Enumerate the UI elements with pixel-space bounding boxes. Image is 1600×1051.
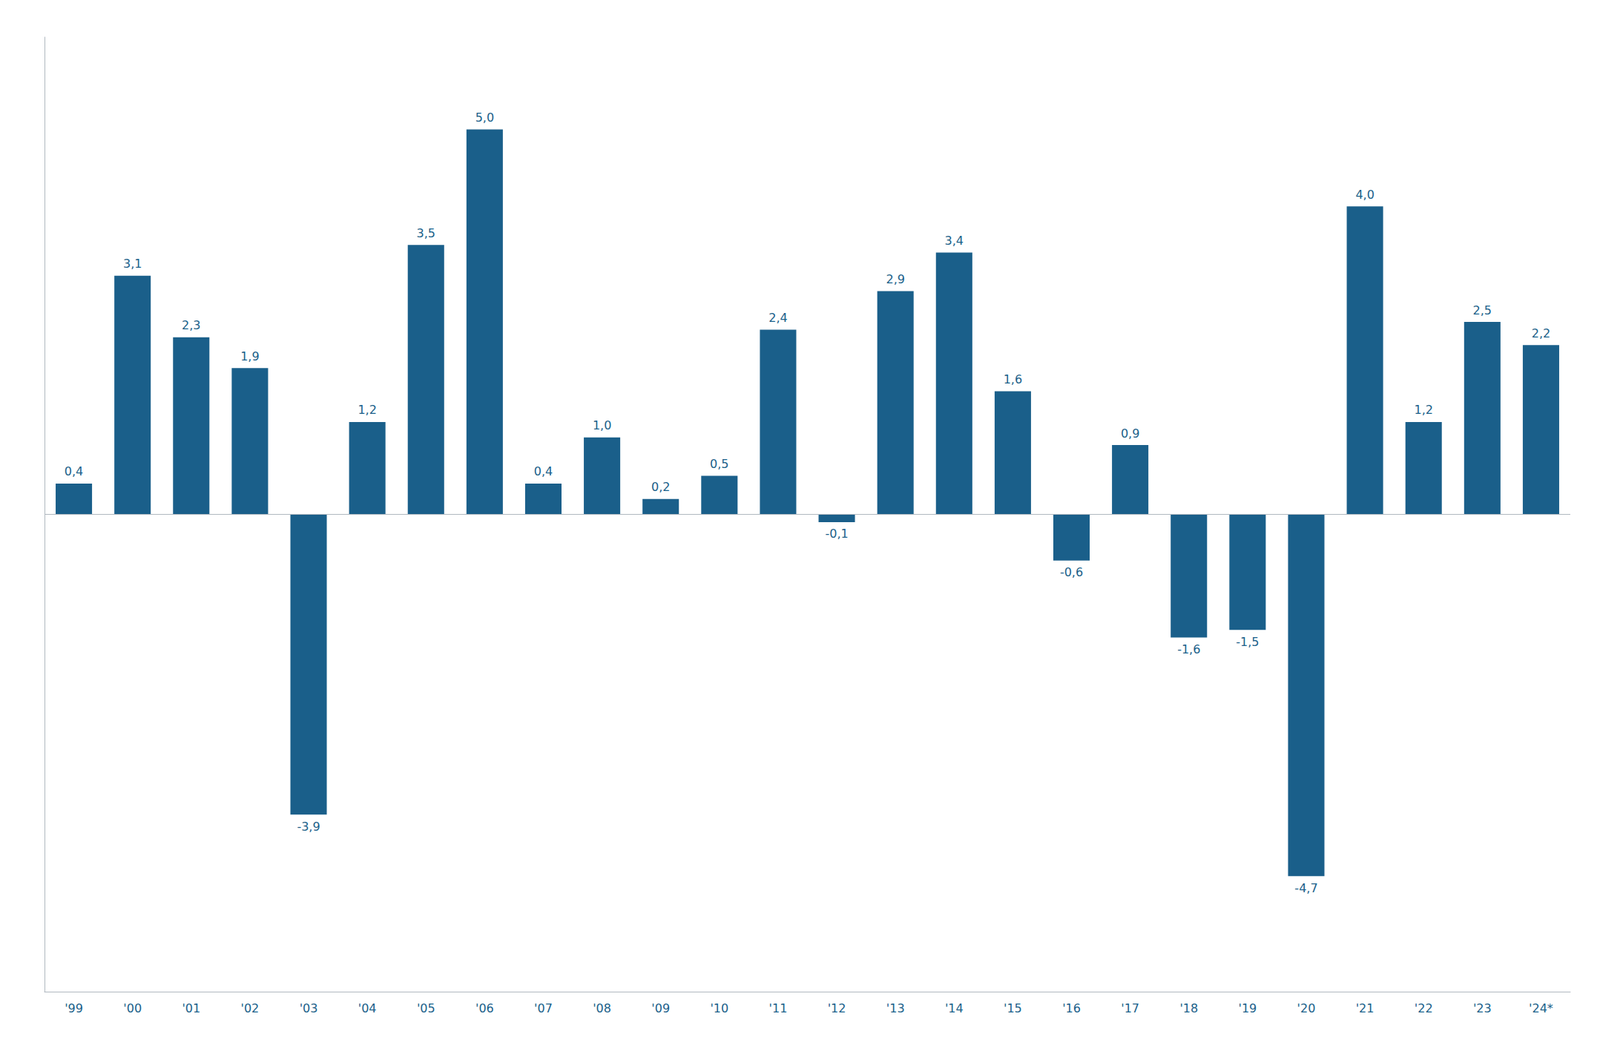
svg-text:'07: '07 — [534, 1001, 553, 1016]
svg-text:0,9: 0,9 — [1120, 426, 1140, 441]
svg-text:-1,6: -1,6 — [1177, 642, 1201, 657]
svg-text:'16: '16 — [1062, 1001, 1081, 1016]
svg-text:'13: '13 — [886, 1001, 905, 1016]
svg-text:'08: '08 — [592, 1001, 612, 1016]
svg-text:2,2: 2,2 — [1531, 326, 1551, 341]
svg-text:'18: '18 — [1179, 1001, 1198, 1016]
svg-text:'05: '05 — [416, 1001, 436, 1016]
svg-text:-3,9: -3,9 — [296, 819, 320, 834]
svg-text:3,5: 3,5 — [416, 226, 436, 241]
svg-text:2,3: 2,3 — [181, 318, 201, 333]
svg-text:1,2: 1,2 — [357, 402, 377, 417]
svg-text:'01: '01 — [181, 1001, 201, 1016]
svg-text:'15: '15 — [1003, 1001, 1023, 1016]
svg-text:'12: '12 — [827, 1001, 847, 1016]
svg-text:'23: '23 — [1473, 1001, 1492, 1016]
svg-text:2,5: 2,5 — [1473, 303, 1492, 318]
svg-text:3,4: 3,4 — [945, 233, 964, 248]
svg-text:2,9: 2,9 — [885, 272, 905, 287]
svg-text:'11: '11 — [769, 1001, 788, 1016]
svg-text:-4,7: -4,7 — [1294, 881, 1318, 896]
svg-text:'06: '06 — [475, 1001, 495, 1016]
svg-text:4,0: 4,0 — [1355, 187, 1374, 202]
svg-text:'22: '22 — [1414, 1001, 1434, 1016]
svg-text:'10: '10 — [709, 1001, 729, 1016]
svg-text:'20: '20 — [1297, 1001, 1316, 1016]
svg-text:'14: '14 — [945, 1001, 964, 1016]
svg-text:'03: '03 — [299, 1001, 319, 1016]
svg-text:1,2: 1,2 — [1413, 402, 1433, 417]
svg-text:0,4: 0,4 — [534, 464, 553, 479]
svg-text:'00: '00 — [123, 1001, 142, 1016]
svg-text:-0,6: -0,6 — [1059, 565, 1083, 580]
svg-text:'02: '02 — [241, 1001, 260, 1016]
svg-text:'21: '21 — [1355, 1001, 1375, 1016]
svg-text:'17: '17 — [1120, 1001, 1140, 1016]
svg-text:3,1: 3,1 — [123, 256, 142, 271]
svg-text:0,2: 0,2 — [651, 479, 670, 495]
svg-text:0,4: 0,4 — [64, 464, 84, 479]
svg-text:2,4: 2,4 — [768, 310, 788, 325]
svg-text:-0,1: -0,1 — [824, 526, 848, 541]
svg-text:'04: '04 — [358, 1001, 377, 1016]
svg-text:-1,5: -1,5 — [1235, 634, 1259, 650]
svg-text:0,5: 0,5 — [709, 456, 729, 472]
svg-text:'24*: '24* — [1528, 1001, 1554, 1016]
svg-text:1,9: 1,9 — [240, 349, 259, 364]
svg-text:'19: '19 — [1238, 1001, 1257, 1016]
svg-text:'99: '99 — [64, 1001, 84, 1016]
svg-text:1,6: 1,6 — [1003, 372, 1023, 387]
svg-text:1,0: 1,0 — [592, 418, 612, 433]
svg-text:'09: '09 — [651, 1001, 670, 1016]
svg-text:5,0: 5,0 — [475, 110, 495, 125]
